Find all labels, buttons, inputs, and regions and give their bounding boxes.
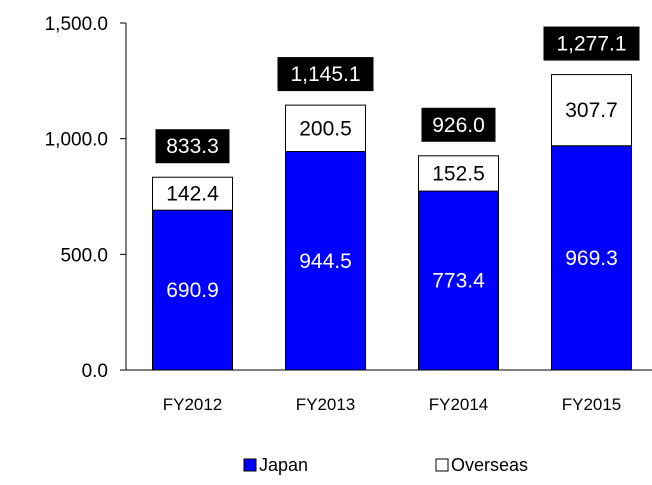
bar-overseas-fy2015 <box>551 74 632 147</box>
legend-label-overseas: Overseas <box>451 455 528 475</box>
data-label-japan: 944.5 <box>299 250 352 273</box>
data-label-japan: 773.4 <box>432 270 485 293</box>
total-label-box <box>421 107 496 142</box>
data-label-overseas: 152.5 <box>432 162 485 185</box>
y-tick-label: 500.0 <box>60 245 108 266</box>
total-label: 833.3 <box>166 135 219 158</box>
y-axis: 0.0 500.0 1,000.0 1,500.0 <box>45 14 127 382</box>
x-tick-label: FY2013 <box>296 395 356 414</box>
total-label: 1,145.1 <box>290 63 360 86</box>
data-label-overseas: 142.4 <box>166 183 219 206</box>
data-label-overseas: 307.7 <box>565 99 618 122</box>
x-tick-label: FY2015 <box>562 395 622 414</box>
legend-swatch-japan <box>243 458 257 472</box>
bar-japan-fy2015 <box>551 145 632 371</box>
bar-japan-fy2014 <box>418 190 499 371</box>
bar-japan-fy2013 <box>285 151 366 371</box>
x-tick-label: FY2012 <box>163 395 223 414</box>
x-axis: FY2012 FY2013 FY2014 FY2015 <box>126 369 652 414</box>
total-label: 926.0 <box>432 114 485 137</box>
y-tick-label: 1,500.0 <box>45 14 108 35</box>
data-label-japan: 969.3 <box>565 247 618 270</box>
data-label-japan: 690.9 <box>166 279 219 302</box>
bars <box>152 74 632 371</box>
bar-overseas-fy2013 <box>285 104 366 153</box>
total-label: 1,277.1 <box>556 33 626 56</box>
data-label-overseas: 200.5 <box>299 117 352 140</box>
legend-label-japan: Japan <box>259 455 308 475</box>
segment-labels: 690.9 142.4 944.5 200.5 773.4 152.5 969.3 307.7 <box>166 99 618 302</box>
legend-swatch-overseas <box>435 458 449 472</box>
total-label-box <box>155 129 230 164</box>
total-label-box <box>277 57 374 92</box>
x-tick-label: FY2014 <box>429 395 489 414</box>
bar-overseas-fy2012 <box>152 176 233 211</box>
bar-japan-fy2012 <box>152 209 233 371</box>
bar-overseas-fy2014 <box>418 155 499 192</box>
y-tick-label: 1,000.0 <box>45 130 108 151</box>
y-tick-label: 0.0 <box>82 361 108 382</box>
total-label-box <box>543 26 640 61</box>
legend: Japan Overseas <box>243 455 528 475</box>
total-labels: 833.3 1,145.1 926.0 1,277.1 <box>155 26 640 164</box>
